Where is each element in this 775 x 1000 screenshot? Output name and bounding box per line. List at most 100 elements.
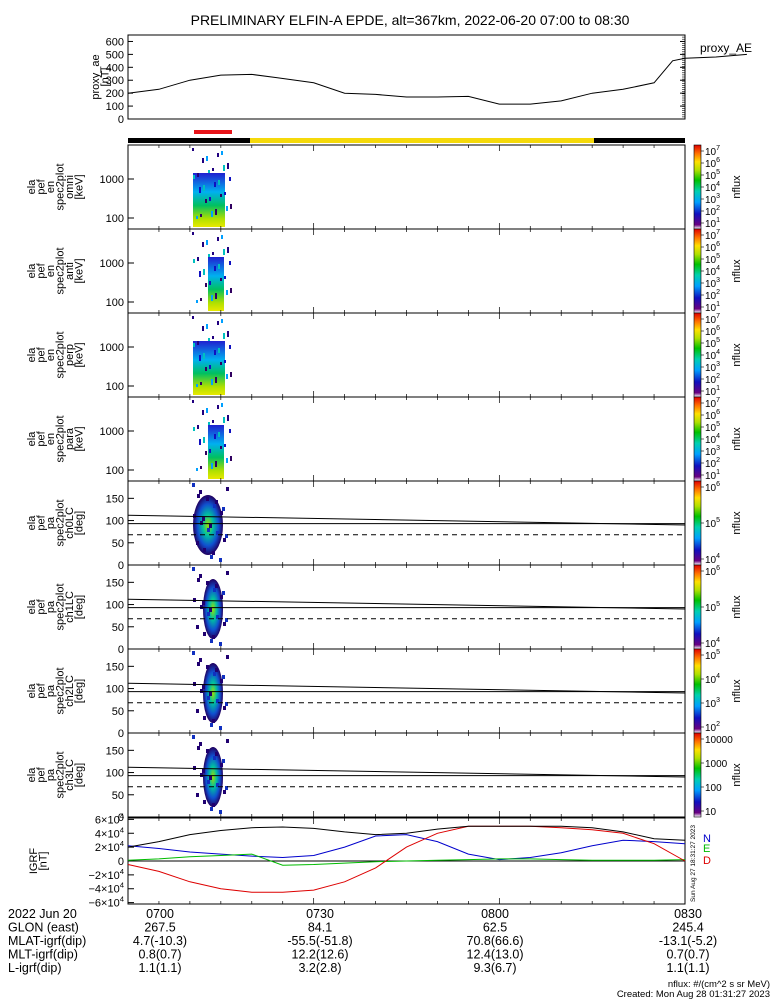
spectrogram-ytick-label: 100 [106,381,124,393]
spectrogram-pixel [221,151,223,155]
ylabel-line: ch3LC [64,759,76,791]
ylabel-line: pef [35,682,47,698]
state-bar-dark-right [594,138,685,143]
ylabel-line: [keV] [73,258,85,283]
pitch-angle-pixel [219,558,222,562]
spectrogram-pixel [226,374,228,379]
pitch-angle-ytick-label: 100 [106,516,124,528]
spectrogram-pixel [217,153,219,157]
ylabel-line: [keV] [73,174,85,199]
pitch-angle-ytick-label: 150 [106,493,124,505]
spectrogram-pixel [229,345,231,349]
spectrogram-pixel [221,319,223,323]
spectrogram-pixel [215,293,217,299]
spectrogram-pixel [202,326,204,331]
colorbar-tick-label: 104 [705,673,720,686]
spectrogram-pixel [208,170,210,173]
ylabel-line: ela [26,599,38,615]
ylabel-line: pef [35,262,47,278]
colorbar-label: nflux [731,259,743,283]
ylabel-line: proxy_ae [90,54,102,99]
pitch-angle-ytick-label: 150 [106,661,124,673]
pitch-angle-blob [203,747,223,807]
footer-cell: 9.3(6.7) [473,961,516,975]
spectrogram-pixel [230,204,232,209]
footer-cell: 70.8(66.6) [467,934,524,948]
colorbar-tick-label: 104 [705,553,720,566]
pitch-angle-pixel [203,632,206,636]
spectrogram-pixel [224,360,226,363]
pitch-angle-pixel [192,483,195,487]
ylabel-line: ela [26,347,38,363]
pitch-angle-pixel [200,773,203,777]
spectrogram-pixel [197,425,199,429]
spectrogram-pixel [209,197,211,201]
spectrogram-pixel [220,446,222,449]
colorbar [693,396,702,482]
spectrogram-pixel [226,458,228,463]
pitch-angle-data [192,483,229,562]
spectrogram-pixel [205,451,207,455]
ylabel-line: en [45,433,57,445]
spectrogram-pixel [197,257,199,261]
spectrogram-pixel [203,353,205,359]
pitch-angle-pixel [220,595,223,599]
spectrogram-pixel [229,261,231,265]
spectrogram-pixel [223,333,225,339]
colorbar-tick-label: 102 [705,373,720,386]
spectrogram-ytick-label: 100 [106,213,124,225]
colorbar-tick-label: 100 [705,783,722,794]
colorbar-label: nflux [731,511,743,535]
colorbar-tick-label: 103 [705,361,720,374]
colorbar-tick-label: 106 [705,409,720,422]
spectrogram-pixel [196,300,198,303]
spectrogram-pixel [193,175,195,179]
pitch-angle-pixel [220,763,223,767]
spectrogram-pixel [199,271,201,277]
igrf-line-d [127,825,686,893]
pitch-angle-pixel [199,658,202,662]
spectrogram-pixel [199,355,201,361]
pitch-angle-ytick-label: 150 [106,577,124,589]
pitch-angle-pixel [223,706,226,710]
pitch-angle-pixel [206,749,209,753]
colorbar-tick-label: 106 [705,325,720,338]
spectrogram-pixel [215,209,217,215]
units-note: nflux: #/(cm^2 s sr MeV) [668,979,770,990]
pitch-angle-pixel [207,612,210,616]
pitch-angle-pixel [220,679,223,683]
spectrogram-pixel [202,410,204,415]
pitch-angle-pixel [196,709,199,713]
spectrogram-pixel [200,466,202,469]
pitch-angle-pixel [207,696,210,700]
spectrogram-pixel [229,429,231,433]
pitch-angle-pixel [202,517,205,521]
pitch-angle-blob [193,495,223,555]
pitch-angle-pixel [200,689,203,693]
footer-cell: MLAT-igrf(dip) [8,934,86,948]
spectrogram-pixel [224,192,226,195]
spectrogram-pixel [196,216,198,219]
spectrogram-pixel [212,336,214,339]
spectrogram-data [192,316,232,395]
ylabel-line: [nT] [37,852,49,871]
ylabel-line: spec2plot [54,499,66,546]
pitch-angle-pixel [202,769,205,773]
spectrogram-ytick-label: 1000 [100,258,124,270]
ylabel-line: para [64,427,76,450]
colorbar-tick-label: 10000 [705,735,733,746]
state-bar-yellow [250,138,594,143]
pitch-angle-ytick-label: 100 [106,768,124,780]
spectrogram-pixel [209,449,211,453]
spectrogram-pixel [220,362,222,365]
pitch-angle-pixel [197,578,200,582]
pitch-angle-pixel [223,538,226,542]
spectrogram-pixel [214,182,216,187]
figure-title: PRELIMINARY ELFIN-A EPDE, alt=367km, 202… [191,12,630,28]
spectrogram-pixel [215,461,217,467]
footer-cell: 0.8(0.7) [138,948,181,962]
colorbar-tick-label: 101 [705,469,720,482]
